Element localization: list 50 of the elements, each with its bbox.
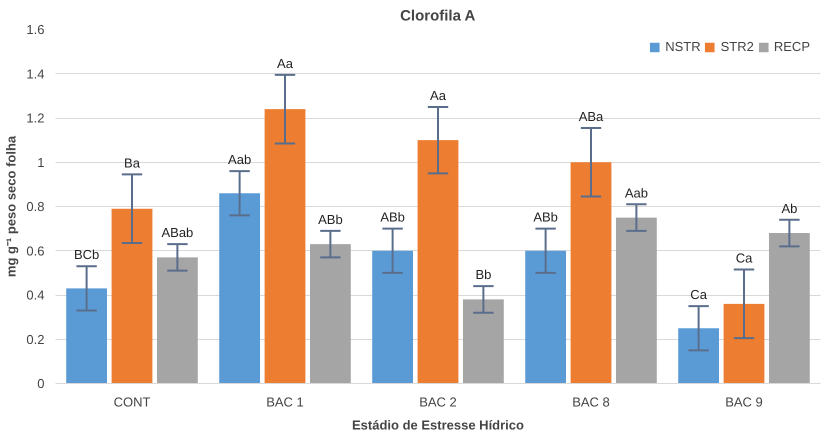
- y-tick-label: 0.6: [26, 243, 45, 258]
- data-label: ABb: [380, 210, 405, 225]
- bar: [310, 244, 351, 384]
- data-label: Ca: [690, 287, 708, 302]
- y-tick-label: 1: [37, 154, 45, 170]
- y-tick-label: 0.8: [26, 199, 45, 214]
- y-axis-title: mg g⁻¹ peso seco folha: [3, 135, 18, 278]
- legend-label: RECP: [774, 39, 810, 54]
- bar: [678, 328, 720, 384]
- bar: [156, 257, 198, 384]
- bar: [112, 208, 152, 384]
- x-tick-label: BAC 8: [572, 394, 610, 410]
- bar: [66, 288, 108, 384]
- bar: [372, 250, 414, 384]
- data-label: Aab: [624, 185, 648, 200]
- data-label: ABa: [578, 108, 604, 124]
- data-label: ABb: [533, 210, 558, 225]
- data-label: Ba: [124, 155, 141, 170]
- data-label: ABab: [161, 225, 194, 240]
- x-tick-label: BAC 9: [725, 394, 763, 410]
- data-label: BCb: [74, 247, 100, 262]
- bar: [616, 218, 657, 384]
- x-tick-label: BAC 2: [419, 394, 457, 410]
- bar: [768, 233, 810, 384]
- bar: [570, 162, 612, 384]
- y-tick-label: 1.4: [26, 66, 45, 82]
- y-tick-label: 1.6: [26, 22, 45, 37]
- bar: [418, 140, 458, 384]
- data-label: Bb: [475, 267, 492, 282]
- data-label: Ca: [736, 250, 754, 266]
- data-label: Aab: [228, 152, 252, 168]
- bar: [219, 193, 260, 384]
- bar: [724, 304, 764, 384]
- y-tick-label: 0.2: [26, 332, 45, 347]
- data-label: Ab: [781, 200, 798, 216]
- x-tick-label: BAC 1: [266, 394, 304, 410]
- x-axis-title: Estádio de Estresse Hídrico: [352, 418, 524, 432]
- x-tick-label: CONT: [114, 394, 150, 410]
- y-tick-label: 0.4: [26, 288, 45, 302]
- y-tick-label: 1.2: [26, 110, 45, 126]
- data-label: ABb: [318, 212, 343, 227]
- data-label: Aa: [277, 56, 294, 71]
- legend-label: NSTR: [665, 39, 701, 54]
- chart-title: Clorofila A: [400, 8, 476, 24]
- bar: [462, 299, 504, 384]
- legend-label: STR2: [720, 39, 754, 54]
- bar: [525, 250, 566, 384]
- data-label: Aa: [430, 88, 447, 103]
- y-tick-label: 0: [37, 376, 45, 391]
- bar: [264, 109, 306, 384]
